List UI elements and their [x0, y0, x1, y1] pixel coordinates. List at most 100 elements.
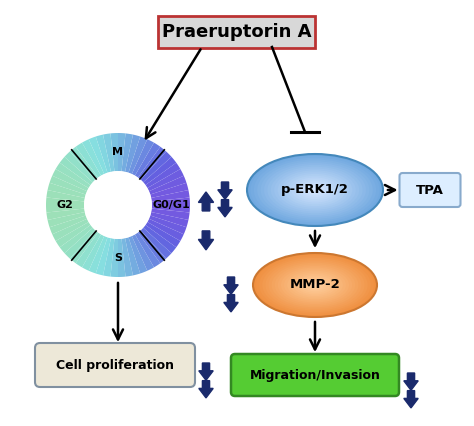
Ellipse shape — [274, 168, 356, 212]
Ellipse shape — [259, 256, 371, 314]
Ellipse shape — [300, 277, 330, 293]
Ellipse shape — [262, 258, 368, 312]
Ellipse shape — [305, 184, 325, 196]
Ellipse shape — [278, 266, 352, 304]
Wedge shape — [110, 239, 118, 277]
Ellipse shape — [278, 170, 352, 210]
Ellipse shape — [295, 179, 336, 201]
Ellipse shape — [287, 271, 343, 299]
Wedge shape — [149, 176, 186, 195]
Wedge shape — [146, 222, 180, 248]
FancyArrow shape — [199, 192, 214, 211]
Wedge shape — [151, 209, 190, 220]
Wedge shape — [64, 228, 95, 259]
Ellipse shape — [267, 165, 363, 215]
FancyArrow shape — [224, 277, 238, 294]
FancyBboxPatch shape — [158, 16, 316, 48]
FancyArrow shape — [199, 380, 213, 398]
Wedge shape — [121, 238, 133, 276]
Wedge shape — [60, 225, 93, 253]
Wedge shape — [147, 169, 184, 191]
Ellipse shape — [284, 269, 346, 301]
Wedge shape — [49, 216, 87, 234]
Wedge shape — [89, 136, 108, 174]
Wedge shape — [82, 139, 104, 176]
Text: Praeruptorin A: Praeruptorin A — [162, 23, 312, 41]
Ellipse shape — [290, 272, 340, 298]
Ellipse shape — [312, 283, 318, 287]
Ellipse shape — [250, 156, 380, 224]
Wedge shape — [103, 238, 114, 276]
FancyArrow shape — [404, 391, 418, 408]
Ellipse shape — [309, 282, 321, 288]
Ellipse shape — [253, 253, 377, 317]
Text: Migration/Invasion: Migration/Invasion — [250, 368, 381, 382]
Text: TPA: TPA — [416, 184, 444, 196]
Ellipse shape — [257, 159, 373, 221]
Ellipse shape — [302, 279, 328, 291]
Wedge shape — [52, 169, 89, 191]
Wedge shape — [135, 233, 160, 268]
Wedge shape — [121, 133, 133, 172]
FancyBboxPatch shape — [400, 173, 461, 207]
FancyArrow shape — [404, 373, 418, 390]
Wedge shape — [143, 157, 176, 185]
Wedge shape — [46, 198, 84, 205]
Wedge shape — [47, 212, 86, 227]
Wedge shape — [150, 183, 189, 198]
Wedge shape — [152, 198, 190, 205]
Ellipse shape — [308, 187, 322, 193]
Wedge shape — [143, 225, 176, 253]
Wedge shape — [46, 190, 85, 201]
FancyArrow shape — [224, 295, 238, 312]
FancyBboxPatch shape — [231, 354, 399, 396]
Wedge shape — [49, 176, 87, 195]
Wedge shape — [103, 133, 114, 172]
FancyArrow shape — [199, 231, 214, 250]
Ellipse shape — [281, 172, 349, 208]
FancyArrow shape — [218, 200, 232, 217]
Ellipse shape — [268, 261, 362, 309]
Wedge shape — [141, 152, 172, 182]
Wedge shape — [128, 236, 147, 273]
Ellipse shape — [284, 174, 346, 206]
Text: G0/G1: G0/G1 — [152, 200, 190, 210]
Ellipse shape — [271, 167, 359, 213]
Wedge shape — [138, 147, 166, 180]
Ellipse shape — [247, 154, 383, 226]
Text: G2: G2 — [56, 200, 73, 210]
Ellipse shape — [254, 158, 376, 222]
Wedge shape — [110, 133, 118, 171]
Wedge shape — [76, 143, 101, 178]
Wedge shape — [151, 190, 190, 201]
Wedge shape — [60, 157, 93, 185]
Wedge shape — [76, 233, 101, 268]
Wedge shape — [125, 237, 140, 276]
Text: M: M — [112, 147, 124, 157]
Ellipse shape — [306, 280, 324, 290]
Ellipse shape — [293, 274, 337, 296]
Wedge shape — [46, 205, 84, 213]
Wedge shape — [125, 135, 140, 173]
FancyArrow shape — [218, 182, 232, 199]
Ellipse shape — [264, 163, 366, 217]
Wedge shape — [150, 212, 189, 227]
Text: S: S — [114, 253, 122, 263]
Ellipse shape — [296, 275, 334, 295]
Wedge shape — [149, 216, 186, 234]
FancyBboxPatch shape — [35, 343, 195, 387]
Wedge shape — [128, 136, 147, 174]
Ellipse shape — [281, 268, 349, 302]
Wedge shape — [118, 133, 126, 171]
Wedge shape — [47, 183, 86, 198]
Wedge shape — [70, 230, 98, 263]
Wedge shape — [55, 163, 91, 188]
Wedge shape — [141, 228, 172, 259]
Circle shape — [85, 172, 151, 238]
Wedge shape — [146, 163, 180, 188]
Ellipse shape — [311, 188, 319, 192]
Text: p-ERK1/2: p-ERK1/2 — [281, 184, 349, 196]
Ellipse shape — [265, 259, 365, 311]
Wedge shape — [152, 205, 190, 213]
Wedge shape — [132, 139, 154, 176]
